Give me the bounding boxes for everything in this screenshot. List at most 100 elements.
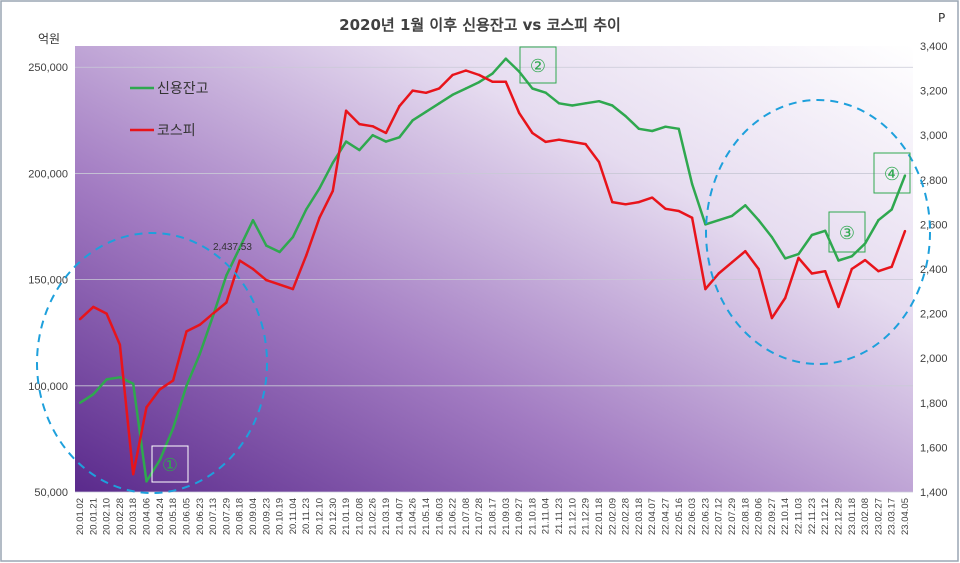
point-kospi <box>344 109 348 112</box>
point-credit-balance <box>837 259 840 262</box>
point-kospi <box>105 312 108 315</box>
x-tick-label: 22.04.27 <box>660 498 671 535</box>
x-tick-label: 20.12.10 <box>315 498 326 535</box>
point-credit-balance <box>477 80 481 84</box>
x-tick-label: 21.01.19 <box>341 498 352 535</box>
annotation-marker-4: ④ <box>884 164 900 185</box>
x-tick-label: 20.03.18 <box>128 498 139 535</box>
point-credit-balance <box>491 72 494 75</box>
left-axis-unit: 억원 <box>38 32 60 46</box>
gridlines <box>75 66 913 493</box>
x-tick-label: 21.06.22 <box>448 498 459 535</box>
annotation-circles <box>36 99 931 494</box>
x-tick-label: 22.06.23 <box>700 498 711 535</box>
point-credit-balance <box>411 119 414 122</box>
point-credit-balance <box>877 218 880 222</box>
x-tick-label: 20.10.19 <box>275 498 286 535</box>
point-kospi <box>690 216 694 219</box>
x-tick-label: 20.04.06 <box>142 498 153 535</box>
point-credit-balance <box>185 384 188 388</box>
legend: 신용잔고 코스피 <box>130 81 209 139</box>
left-tick-label: 100,000 <box>28 381 68 393</box>
point-kospi <box>211 312 215 315</box>
x-tick-label: 22.11.03 <box>794 498 805 534</box>
x-tick-label: 21.02.08 <box>354 498 365 535</box>
x-tick-label: 23.04.05 <box>900 498 911 535</box>
point-credit-balance <box>744 204 747 207</box>
x-tick-label: 20.11.23 <box>301 498 312 534</box>
point-kospi <box>730 261 734 264</box>
x-axis-ticks: 20.01.02 20.01.21 20.02.10 20.02.28 20.03.18… <box>75 498 911 535</box>
x-tick-label: 22.12.12 <box>820 498 831 535</box>
point-kospi <box>863 258 867 262</box>
point-credit-balance <box>757 218 760 222</box>
point-credit-balance <box>305 208 308 211</box>
point-kospi <box>491 80 494 83</box>
point-credit-balance <box>424 110 428 114</box>
point-kospi <box>464 69 468 72</box>
right-tick-label: 3,200 <box>920 86 948 98</box>
point-kospi <box>251 267 255 271</box>
series-points <box>78 57 907 483</box>
point-credit-balance <box>797 252 800 256</box>
x-tick-label: 21.09.27 <box>514 498 525 535</box>
x-tick-label: 20.09.04 <box>248 498 259 535</box>
right-tick-label: 2,200 <box>920 309 948 321</box>
annotation-box-2: ② <box>519 46 557 84</box>
point-kospi <box>92 305 95 309</box>
point-kospi <box>132 472 135 476</box>
x-tick-label: 20.08.18 <box>235 498 246 535</box>
x-tick-label: 21.08.17 <box>488 498 499 535</box>
annotation-peak-value: 2,437.53 <box>213 242 252 253</box>
x-tick-label: 20.04.24 <box>155 498 166 535</box>
x-tick-label: 20.02.28 <box>115 498 126 535</box>
point-kospi <box>331 189 335 193</box>
point-credit-balance <box>810 233 814 237</box>
point-credit-balance <box>584 102 587 105</box>
x-tick-label: 20.01.21 <box>88 498 99 535</box>
annotation-marker-3: ③ <box>839 223 855 244</box>
point-kospi <box>291 287 295 291</box>
point-credit-balance <box>730 214 734 218</box>
x-tick-label: 21.07.08 <box>461 498 472 535</box>
point-credit-balance <box>597 100 601 103</box>
x-tick-label: 20.05.18 <box>168 498 179 535</box>
legend-label-kospi: 코스피 <box>157 123 196 139</box>
point-credit-balance <box>132 382 135 385</box>
point-kospi <box>717 272 720 275</box>
point-credit-balance <box>211 314 215 317</box>
point-credit-balance <box>358 148 361 152</box>
point-credit-balance <box>331 161 335 165</box>
x-tick-label: 21.10.18 <box>527 498 538 535</box>
point-credit-balance <box>291 235 295 239</box>
point-kospi <box>744 249 747 253</box>
point-kospi <box>198 323 201 326</box>
point-credit-balance <box>557 102 561 105</box>
point-kospi <box>903 229 907 233</box>
point-credit-balance <box>690 182 694 186</box>
point-kospi <box>477 73 481 77</box>
x-tick-label: 22.05.16 <box>674 498 685 535</box>
x-tick-label: 22.12.29 <box>833 498 844 535</box>
point-kospi <box>810 272 814 275</box>
point-kospi <box>850 267 853 271</box>
chart-title: 2020년 1월 이후 신용잔고 vs 코스피 추이 <box>339 16 621 34</box>
point-kospi <box>770 316 774 320</box>
point-kospi <box>557 138 561 141</box>
point-credit-balance <box>650 129 654 133</box>
right-tick-label: 2,800 <box>920 175 948 187</box>
point-kospi <box>823 270 827 273</box>
left-tick-label: 200,000 <box>28 168 68 180</box>
x-tick-label: 23.02.27 <box>873 498 884 535</box>
x-tick-label: 21.04.26 <box>408 498 419 535</box>
point-credit-balance <box>251 218 255 222</box>
point-kospi <box>318 216 321 219</box>
x-tick-label: 22.01.18 <box>594 498 605 535</box>
point-kospi <box>278 283 281 286</box>
point-credit-balance <box>637 127 641 131</box>
point-credit-balance <box>384 140 388 143</box>
point-kospi <box>597 160 601 164</box>
x-tick-label: 22.09.27 <box>767 498 778 535</box>
annotation-box-3: ③ <box>828 211 866 253</box>
point-kospi <box>784 296 787 300</box>
